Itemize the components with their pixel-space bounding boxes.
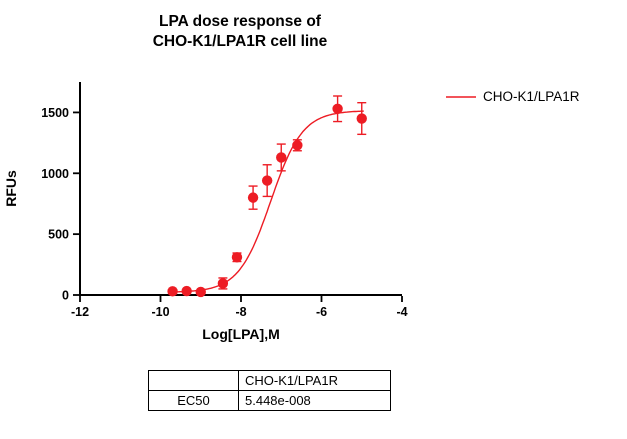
data-point	[332, 103, 343, 114]
fit-curve	[170, 110, 364, 293]
x-axis-title: Log[LPA],M	[202, 326, 280, 342]
data-point	[292, 140, 303, 151]
ec50-value-cell: 5.448e-008	[238, 390, 391, 411]
ec50-label-cell: EC50	[148, 390, 239, 411]
y-axis-title: RFUs	[3, 170, 19, 207]
x-tick-label: -12	[71, 305, 89, 319]
x-tick-label: -4	[396, 305, 407, 319]
table-ec50-row: EC50 5.448e-008	[148, 390, 391, 411]
y-tick-label: 500	[48, 228, 69, 242]
legend: CHO-K1/LPA1R	[446, 89, 580, 104]
data-point	[195, 286, 206, 298]
chart-title-line1: LPA dose response of	[159, 13, 321, 30]
y-tick-label: 1000	[41, 167, 69, 181]
table-corner-cell	[148, 370, 239, 391]
data-point	[181, 285, 192, 297]
data-point	[167, 286, 178, 297]
chart-title-line2: CHO-K1/LPA1R cell line	[152, 33, 328, 51]
data-point	[261, 175, 273, 186]
data-point	[356, 113, 367, 124]
dose-response-chart: -12 -10 -8 -6 -4 0 500 1000 1500 Log[LPA],M RFUs	[3, 82, 408, 342]
data-point	[231, 252, 243, 263]
table-series-header-cell: CHO-K1/LPA1R	[238, 370, 391, 391]
data-point	[217, 278, 229, 289]
table-header-row: CHO-K1/LPA1R	[148, 370, 391, 391]
data-point	[276, 152, 287, 163]
chart-title: LPA dose response of CHO-K1/LPA1R cell l…	[55, 12, 425, 53]
x-tick-label: -10	[151, 305, 169, 319]
x-tick-label: -8	[235, 305, 246, 319]
y-tick-label: 0	[62, 289, 69, 303]
legend-label: CHO-K1/LPA1R	[483, 89, 580, 104]
legend-line-icon	[446, 95, 476, 98]
data-point	[247, 192, 259, 203]
ec50-results-table: CHO-K1/LPA1R EC50 5.448e-008	[148, 370, 391, 411]
x-tick-label: -6	[316, 305, 327, 319]
y-tick-label: 1500	[41, 106, 69, 120]
